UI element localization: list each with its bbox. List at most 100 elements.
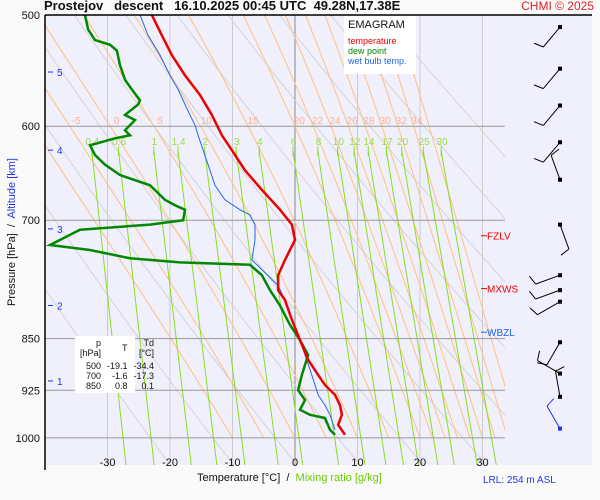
dry-adiabat: [330, 15, 505, 220]
mixing-ratio-label: 0.6: [112, 137, 126, 148]
coordinates: 49.28N,17.38E: [313, 0, 401, 13]
cell: 500: [85, 361, 102, 371]
wind-barb-shaft: [554, 371, 561, 397]
cell: -34.4: [133, 361, 155, 371]
series-temperature: [150, 15, 347, 436]
wind-barb-shaft: [537, 301, 561, 316]
table-row: 500 -19.1 -34.4: [77, 361, 157, 371]
moist-adiabat: [187, 15, 390, 439]
wind-barb-shaft: [537, 360, 561, 374]
y-axis-title: Pressure [hPa] / Altitude [km]: [6, 158, 18, 306]
legend-wet-bulb: wet bulb temp.: [348, 56, 407, 66]
x-tick-label: 0: [292, 457, 298, 469]
series-dew-point: [45, 15, 336, 436]
wind-barb-shaft: [546, 342, 561, 366]
mixing-ratio-line: [204, 151, 246, 465]
moist-adiabat: [45, 24, 296, 439]
datetime: 16.10.2025 00:45 UTC: [174, 0, 307, 13]
dry-adiabat: [45, 123, 298, 465]
wind-barb-station: [558, 222, 562, 227]
moist-adiabat-label: 28: [363, 116, 375, 127]
grid-layer: 0.4 0.6 1 1.4 2 3 4 6 8 10 12 14 17 20 25 30-5 0 5 10 15 20 2…: [45, 15, 505, 465]
moist-adiabat-label: 10: [201, 116, 213, 127]
mixing-ratio-line: [317, 151, 366, 465]
copyright: CHMI © 2025: [521, 0, 594, 13]
values-table: p [hPa] T Td [°C] 500 -19.1 -34.4 700 -1.6 -17…: [75, 336, 154, 393]
y-tick-label: 925: [22, 385, 40, 397]
pressure-label: Pressure [hPa]: [6, 233, 18, 306]
wind-barb-feather: [550, 148, 560, 156]
wind-barb-station: [558, 394, 562, 399]
moist-adiabat: [45, 144, 233, 439]
dry-adiabat: [45, 46, 361, 465]
wind-barb-shaft: [546, 405, 561, 429]
cell: -19.1: [107, 361, 128, 371]
dry-adiabat: [227, 15, 505, 349]
moist-adiabat: [242, 15, 421, 438]
temperature-label: Temperature [°C]: [197, 472, 281, 484]
cell: 850: [85, 381, 102, 391]
wind-barb-station: [558, 66, 562, 71]
wind-barb-feather: [533, 84, 544, 90]
sounding-type: descent: [114, 0, 164, 13]
wind-barb-shaft: [535, 289, 561, 300]
mixing-ratio-line: [401, 151, 455, 465]
table-row: 700 -1.6 -17.3: [77, 371, 157, 381]
x-tick-label: 10: [351, 457, 363, 469]
moist-adiabat-label: 15: [248, 116, 260, 127]
wind-barb-feather: [536, 350, 541, 361]
moist-adiabat: [45, 87, 265, 439]
dry-adiabat: [381, 15, 505, 158]
x-axis-title: Temperature [°C] / Mixing ratio [g/kg]: [197, 472, 382, 484]
mixing-ratio-label: 3: [234, 137, 240, 148]
altitude-label: 2: [57, 302, 63, 313]
mixing-ratio-label: Mixing ratio [g/kg]: [295, 472, 382, 484]
mixing-ratio-line: [177, 151, 218, 465]
y-tick-label: 850: [22, 334, 40, 346]
table-row: 850 0.8 0.1: [77, 381, 157, 391]
level-mxws: MXWS: [487, 285, 518, 296]
mixing-ratio-line: [235, 151, 279, 465]
y-tick-label: 600: [22, 121, 40, 133]
x-tick-label: -20: [162, 457, 178, 469]
wind-barb-shaft: [535, 274, 561, 285]
mixing-ratio-line: [337, 151, 387, 465]
wind-barb-station: [558, 288, 562, 293]
altitude-label: 1: [57, 377, 63, 388]
level-wbzl: WBZL: [487, 328, 515, 339]
cell: 0.1: [141, 381, 155, 391]
mixing-ratio-line: [153, 151, 192, 465]
altitude-label: 5: [57, 68, 63, 79]
cell: 0.8: [115, 381, 128, 391]
legend-temperature: temperature: [348, 36, 397, 46]
altitude-label: 3: [57, 225, 63, 236]
wind-barb-shaft: [542, 68, 561, 89]
table-header: p [hPa]: [80, 338, 102, 358]
moist-adiabat-label: 20: [294, 116, 306, 127]
table-header: Td [°C]: [138, 338, 155, 358]
dry-adiabat: [45, 288, 171, 465]
table-header: T: [122, 343, 128, 353]
station-name: Prostejov: [44, 0, 104, 13]
moist-adiabat-label: 26: [347, 116, 359, 127]
y-tick-label: 700: [22, 215, 40, 227]
wind-barb-station: [558, 299, 562, 304]
moist-adiabat: [324, 15, 471, 438]
wind-barb-station: [558, 103, 562, 108]
legend-header: EMAGRAM: [348, 19, 405, 31]
moist-adiabat-label: 34: [411, 116, 423, 127]
moist-adiabat-label: -5: [72, 116, 81, 127]
moist-adiabat-label: 22: [312, 116, 324, 127]
cell: -17.3: [133, 371, 155, 381]
mixing-ratio-line: [353, 151, 404, 465]
mixing-ratio-line: [440, 151, 497, 465]
moist-adiabat: [83, 15, 327, 439]
wind-barb-station: [558, 340, 562, 345]
mixing-ratio-line: [258, 151, 304, 465]
mixing-ratio-label: 1.4: [172, 137, 186, 148]
mixing-ratio-line: [91, 151, 127, 465]
dry-adiabat: [278, 15, 505, 283]
mixing-ratio-label: 12: [349, 137, 361, 148]
x-tick-label: 20: [414, 457, 426, 469]
